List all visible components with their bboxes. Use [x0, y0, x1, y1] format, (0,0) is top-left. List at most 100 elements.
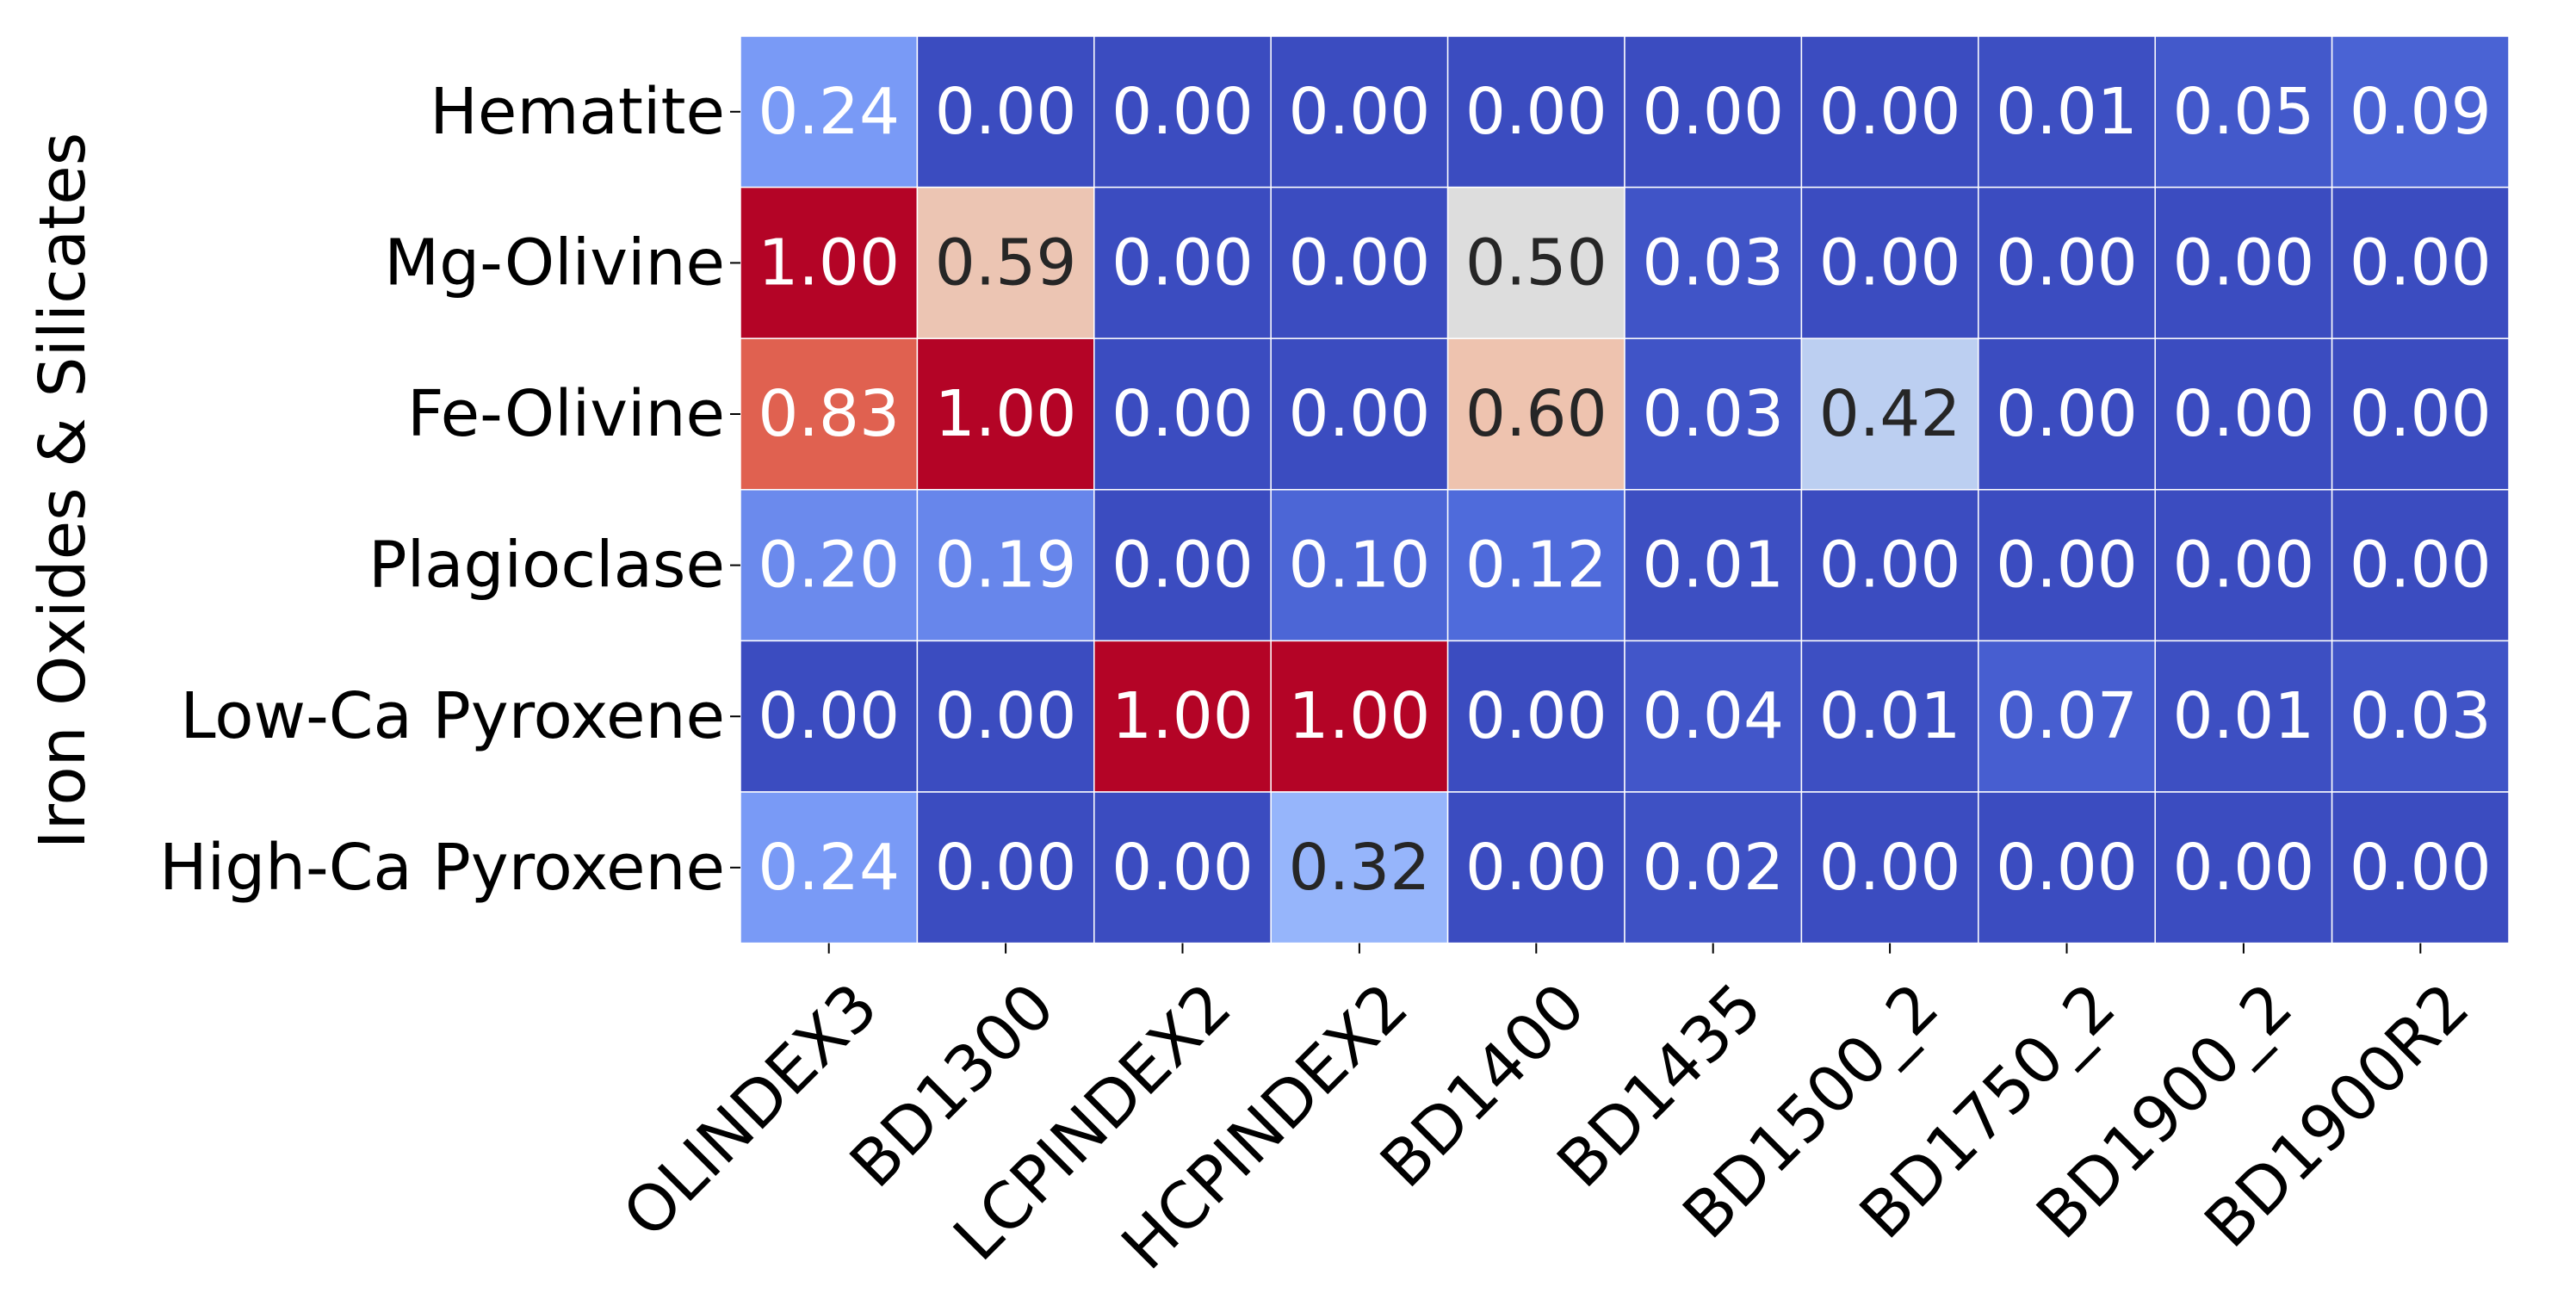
- cell-value-label: 0.00: [758, 679, 900, 753]
- cell-value-label: 0.32: [1289, 831, 1431, 905]
- heatmap-cell: [1446, 640, 1625, 793]
- heatmap-cell: [740, 489, 919, 642]
- heatmap-cell: [2331, 640, 2510, 793]
- y-tick-label: High-Ca Pyroxene: [159, 831, 725, 905]
- cell-value-label: 0.50: [1465, 226, 1607, 300]
- cell-value-label: 0.03: [1642, 226, 1784, 300]
- cell-value-label: 0.00: [1112, 529, 1254, 603]
- y-tick-label: Mg-Olivine: [384, 226, 725, 300]
- cell-value-label: 0.00: [1465, 679, 1607, 753]
- heatmap-cell: [2154, 186, 2333, 339]
- y-tick-label: Plagioclase: [368, 529, 725, 603]
- heatmap-cell: [1800, 337, 1979, 491]
- cell-value-label: 0.00: [1289, 75, 1431, 149]
- cell-value-label: 0.00: [1112, 226, 1254, 300]
- cell-value-label: 0.00: [1996, 831, 2138, 905]
- cell-value-label: 0.12: [1465, 529, 1607, 603]
- heatmap-cell: [1800, 791, 1979, 944]
- heatmap-cell: [2154, 337, 2333, 491]
- heatmap-cells: [740, 35, 2510, 944]
- cell-value-label: 0.00: [2173, 377, 2315, 451]
- cell-value-label: 0.00: [2350, 377, 2492, 451]
- cell-value-label: 0.00: [2173, 226, 2315, 300]
- heatmap-cell: [1270, 35, 1449, 189]
- heatmap-cell: [2331, 186, 2510, 339]
- cell-value-label: 0.09: [2350, 75, 2492, 149]
- heatmap-cell: [2331, 489, 2510, 642]
- y-tick-label: Fe-Olivine: [407, 377, 725, 451]
- y-axis: Hematite Mg-Olivine Fe-Olivine Plagioclase L…: [159, 75, 740, 905]
- cell-value-label: 0.59: [935, 226, 1077, 300]
- heatmap-cell: [740, 791, 919, 944]
- cell-value-label: 0.00: [2350, 226, 2492, 300]
- heatmap-cell: [1624, 35, 1803, 189]
- heatmap-cell: [1624, 186, 1803, 339]
- heatmap-cell: [740, 337, 919, 491]
- heatmap-cell: [1093, 337, 1272, 491]
- cell-value-label: 1.00: [1112, 679, 1254, 753]
- cell-value-label: 0.00: [935, 831, 1077, 905]
- cell-value-label: 0.24: [758, 831, 900, 905]
- cell-value-label: 0.00: [1465, 831, 1607, 905]
- cell-value-label: 0.24: [758, 75, 900, 149]
- heatmap-cell: [916, 186, 1095, 339]
- heatmap-cell: [1624, 791, 1803, 944]
- heatmap-cell: [1093, 791, 1272, 944]
- y-tick-label: Hematite: [430, 75, 725, 149]
- cell-value-label: 0.02: [1642, 831, 1784, 905]
- cell-value-label: 0.07: [1996, 679, 2138, 753]
- heatmap-cell: [1446, 791, 1625, 944]
- heatmap-cell: [916, 337, 1095, 491]
- cell-value-label: 0.00: [2173, 529, 2315, 603]
- cell-value-label: 0.00: [1112, 831, 1254, 905]
- cell-value-label: 0.00: [935, 75, 1077, 149]
- heatmap-cell: [1446, 35, 1625, 189]
- cell-value-label: 0.00: [1289, 226, 1431, 300]
- cell-value-label: 0.20: [758, 529, 900, 603]
- cell-value-label: 0.04: [1642, 679, 1784, 753]
- heatmap-cell: [1624, 640, 1803, 793]
- heatmap-cell: [1978, 337, 2156, 491]
- cell-value-label: 0.01: [1996, 75, 2138, 149]
- heatmap-cell: [1978, 489, 2156, 642]
- cell-value-label: 0.42: [1819, 377, 1961, 451]
- heatmap-cell: [1446, 489, 1625, 642]
- heatmap-cell: [2154, 791, 2333, 944]
- heatmap-cell: [2154, 489, 2333, 642]
- heatmap-cell: [1093, 35, 1272, 189]
- cell-value-label: 1.00: [758, 226, 900, 300]
- cell-value-label: 0.19: [935, 529, 1077, 603]
- cell-value-label: 0.00: [1819, 529, 1961, 603]
- heatmap-cell: [1800, 186, 1979, 339]
- cell-value-label: 0.03: [2350, 679, 2492, 753]
- heatmap-cell: [1978, 35, 2156, 189]
- heatmap-cell: [1270, 791, 1449, 944]
- cell-value-label: 0.01: [1819, 679, 1961, 753]
- y-tick-label: Low-Ca Pyroxene: [180, 679, 725, 753]
- cell-value-label: 0.00: [1289, 377, 1431, 451]
- cell-value-label: 0.10: [1289, 529, 1431, 603]
- heatmap-cell: [1978, 186, 2156, 339]
- heatmap-cell: [2154, 640, 2333, 793]
- heatmap-cell: [1446, 186, 1625, 339]
- cell-value-label: 0.00: [1996, 377, 2138, 451]
- cell-value-label: 0.01: [1642, 529, 1784, 603]
- heatmap-cell: [1093, 186, 1272, 339]
- cell-value-label: 0.83: [758, 377, 900, 451]
- cell-value-label: 0.00: [1112, 75, 1254, 149]
- cell-value-labels: 0.24 0.00 0.00 0.00 0.00 0.00 0.00 0.01 0.05 0.09…: [758, 75, 2491, 905]
- cell-value-label: 0.00: [1996, 529, 2138, 603]
- cell-value-label: 1.00: [1289, 679, 1431, 753]
- cell-value-label: 0.00: [1996, 226, 2138, 300]
- cell-value-label: 0.00: [2350, 529, 2492, 603]
- cell-value-label: 0.00: [2173, 831, 2315, 905]
- cell-value-label: 0.00: [935, 679, 1077, 753]
- cell-value-label: 1.00: [935, 377, 1077, 451]
- heatmap-cell: [1978, 640, 2156, 793]
- heatmap-cell: [1624, 489, 1803, 642]
- heatmap-cell: [916, 35, 1095, 189]
- cell-value-label: 0.00: [1465, 75, 1607, 149]
- cell-value-label: 0.00: [2350, 831, 2492, 905]
- heatmap-cell: [1800, 640, 1979, 793]
